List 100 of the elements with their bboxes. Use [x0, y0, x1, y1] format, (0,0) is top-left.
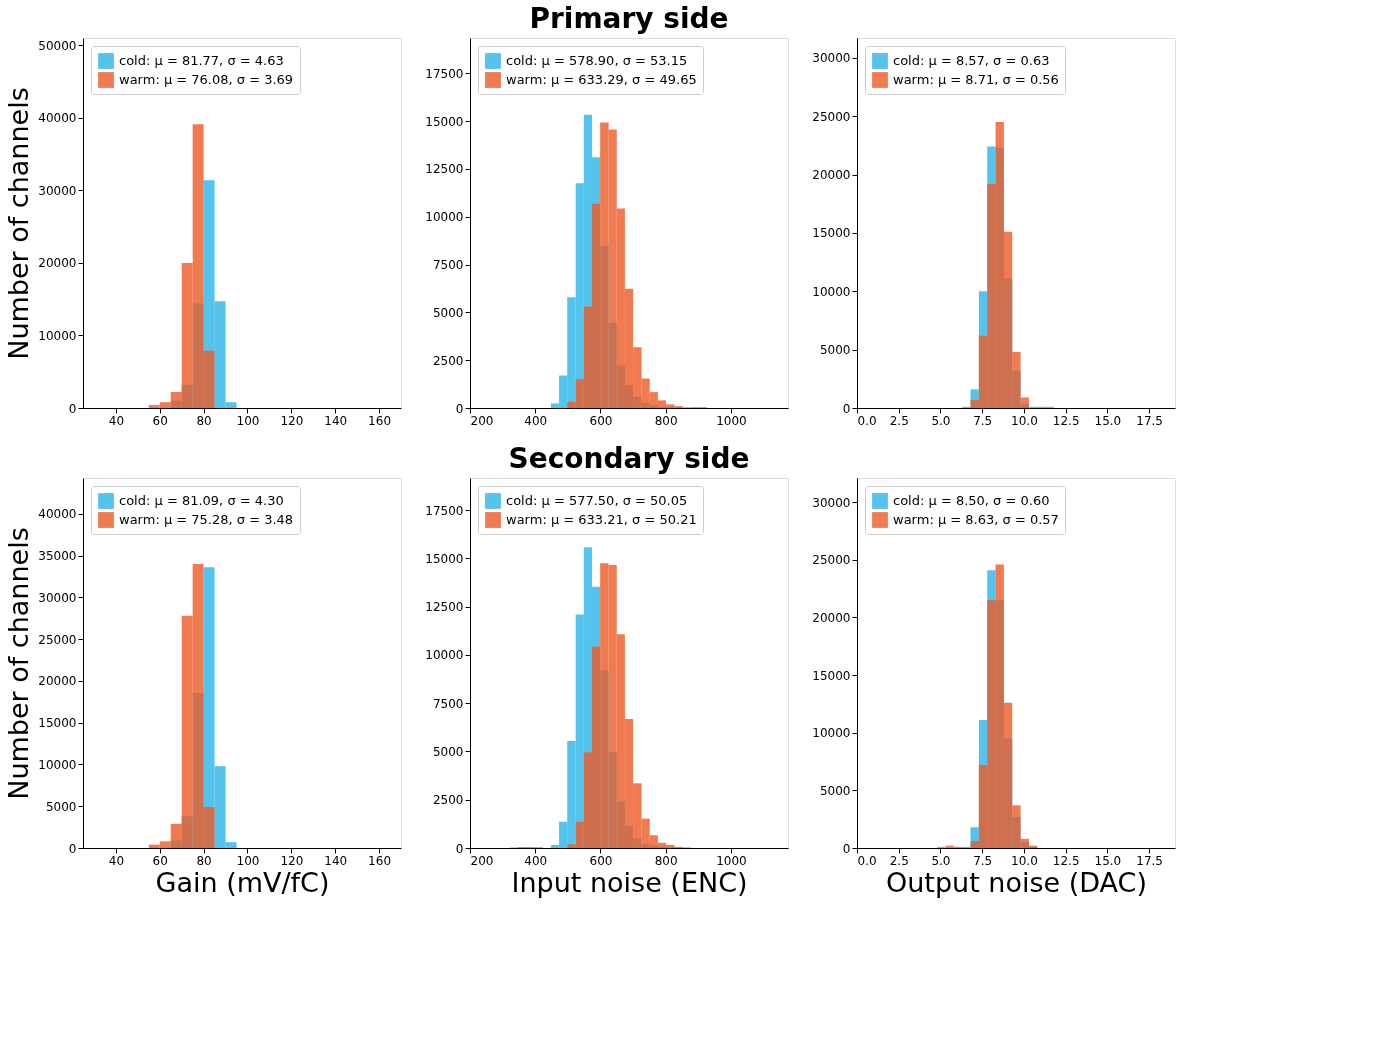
x-tick-label: 100 — [236, 853, 260, 868]
y-tick-label: 0 — [455, 401, 464, 416]
x-tick-label: 200 — [470, 413, 494, 428]
y-tick-label: 15000 — [38, 716, 77, 731]
y-tick-label: 17500 — [425, 503, 464, 518]
y-tick-label: 25000 — [812, 553, 851, 568]
x-tick-label: 120 — [280, 853, 304, 868]
x-tick-label: 12.5 — [1052, 413, 1080, 428]
y-tick-label: 12500 — [425, 162, 464, 177]
y-tick-label: 50000 — [38, 38, 77, 53]
y-tick-label: 0 — [68, 841, 77, 856]
y-tick-label: 30000 — [38, 590, 77, 605]
x-tick-label: 17.5 — [1136, 413, 1163, 428]
y-tick-label: 40000 — [38, 507, 77, 522]
x-tick-label: 160 — [368, 853, 392, 868]
y-tick-label: 5000 — [432, 305, 464, 320]
y-tick-label: 7500 — [432, 696, 464, 711]
x-tick-label: 400 — [524, 413, 548, 428]
legend-label: cold: μ = 8.50, σ = 0.60 — [893, 493, 1050, 508]
legend-label: warm: μ = 633.29, σ = 49.65 — [506, 72, 697, 87]
x-tick-label: 100 — [236, 413, 260, 428]
y-tick-label: 10000 — [425, 210, 464, 225]
y-tick-label: 7500 — [432, 258, 464, 273]
x-tick-label: 600 — [589, 413, 613, 428]
x-tick-label: 120 — [280, 413, 304, 428]
y-tick-label: 5000 — [45, 799, 77, 814]
legend-label: warm: μ = 75.28, σ = 3.48 — [119, 512, 294, 527]
legend-label: cold: μ = 8.57, σ = 0.63 — [893, 53, 1050, 68]
x-tick-label: 10.0 — [1011, 853, 1038, 868]
legend-label: cold: μ = 577.50, σ = 50.05 — [506, 493, 688, 508]
y-tick-label: 5000 — [819, 343, 851, 358]
x-tick-label: 2.5 — [889, 853, 909, 868]
y-tick-label: 0 — [842, 401, 851, 416]
x-tick-label: 7.5 — [973, 853, 993, 868]
x-axis-title: Output noise (DAC) — [886, 866, 1147, 898]
chart-title: Primary side — [529, 2, 729, 35]
y-tick-label: 30000 — [38, 183, 77, 198]
x-tick-label: 140 — [324, 853, 348, 868]
y-tick-label: 25000 — [812, 109, 851, 124]
y-tick-label: 12500 — [425, 600, 464, 615]
x-tick-label: 200 — [470, 853, 494, 868]
x-tick-label: 5.0 — [931, 413, 951, 428]
x-tick-label: 40 — [108, 853, 125, 868]
y-tick-label: 30000 — [812, 495, 851, 510]
x-tick-label: 160 — [368, 413, 392, 428]
y-tick-label: 5000 — [432, 744, 464, 759]
legend-label: warm: μ = 8.63, σ = 0.57 — [893, 512, 1059, 527]
legend-label: warm: μ = 76.08, σ = 3.69 — [119, 72, 294, 87]
x-tick-label: 2.5 — [889, 413, 909, 428]
y-tick-label: 0 — [68, 401, 77, 416]
y-tick-label: 2500 — [432, 793, 464, 808]
y-tick-label: 10000 — [38, 757, 77, 772]
y-tick-label: 40000 — [38, 111, 77, 126]
x-tick-label: 800 — [654, 853, 678, 868]
legend-label: cold: μ = 81.09, σ = 4.30 — [119, 493, 284, 508]
y-tick-label: 35000 — [38, 549, 77, 564]
y-tick-label: 15000 — [812, 226, 851, 241]
x-tick-label: 140 — [324, 413, 348, 428]
x-tick-label: 60 — [152, 413, 168, 428]
x-axis-title: Gain (mV/fC) — [155, 866, 330, 898]
y-tick-label: 10000 — [812, 726, 851, 741]
y-tick-label: 0 — [842, 841, 851, 856]
x-tick-label: 5.0 — [931, 853, 951, 868]
y-tick-label: 30000 — [812, 51, 851, 66]
x-tick-label: 1000 — [716, 853, 747, 868]
x-tick-label: 15.0 — [1094, 853, 1122, 868]
x-tick-label: 0.0 — [857, 853, 877, 868]
legend-label: warm: μ = 633.21, σ = 50.21 — [506, 512, 697, 527]
y-tick-label: 5000 — [819, 783, 851, 798]
x-tick-label: 400 — [524, 853, 548, 868]
x-tick-label: 80 — [196, 413, 212, 428]
x-tick-label: 80 — [196, 853, 212, 868]
y-tick-label: 10000 — [38, 328, 77, 343]
legend-label: warm: μ = 8.71, σ = 0.56 — [893, 72, 1059, 87]
y-tick-label: 20000 — [38, 674, 77, 689]
y-tick-label: 15000 — [812, 668, 851, 683]
x-axis-title: Input noise (ENC) — [511, 866, 748, 898]
y-tick-label: 20000 — [38, 256, 77, 271]
x-tick-label: 10.0 — [1011, 413, 1038, 428]
x-tick-label: 15.0 — [1094, 413, 1122, 428]
y-tick-label: 10000 — [425, 648, 464, 663]
x-tick-label: 0.0 — [857, 413, 877, 428]
y-axis-title: Number of channels — [3, 87, 35, 360]
y-tick-label: 17500 — [425, 66, 464, 81]
x-tick-label: 60 — [152, 853, 168, 868]
y-tick-label: 15000 — [425, 551, 464, 566]
y-tick-label: 20000 — [812, 610, 851, 625]
y-tick-label: 2500 — [432, 353, 464, 368]
legend-label: cold: μ = 578.90, σ = 53.15 — [506, 53, 688, 68]
y-tick-label: 15000 — [425, 114, 464, 129]
y-tick-label: 25000 — [38, 632, 77, 647]
x-tick-label: 12.5 — [1052, 853, 1080, 868]
legend-label: cold: μ = 81.77, σ = 4.63 — [119, 53, 284, 68]
x-tick-label: 7.5 — [973, 413, 993, 428]
x-tick-label: 600 — [589, 853, 613, 868]
y-axis-title: Number of channels — [3, 527, 35, 800]
x-tick-label: 1000 — [716, 413, 747, 428]
y-tick-label: 20000 — [812, 168, 851, 183]
chart-title: Secondary side — [508, 442, 750, 475]
y-tick-label: 0 — [455, 841, 464, 856]
